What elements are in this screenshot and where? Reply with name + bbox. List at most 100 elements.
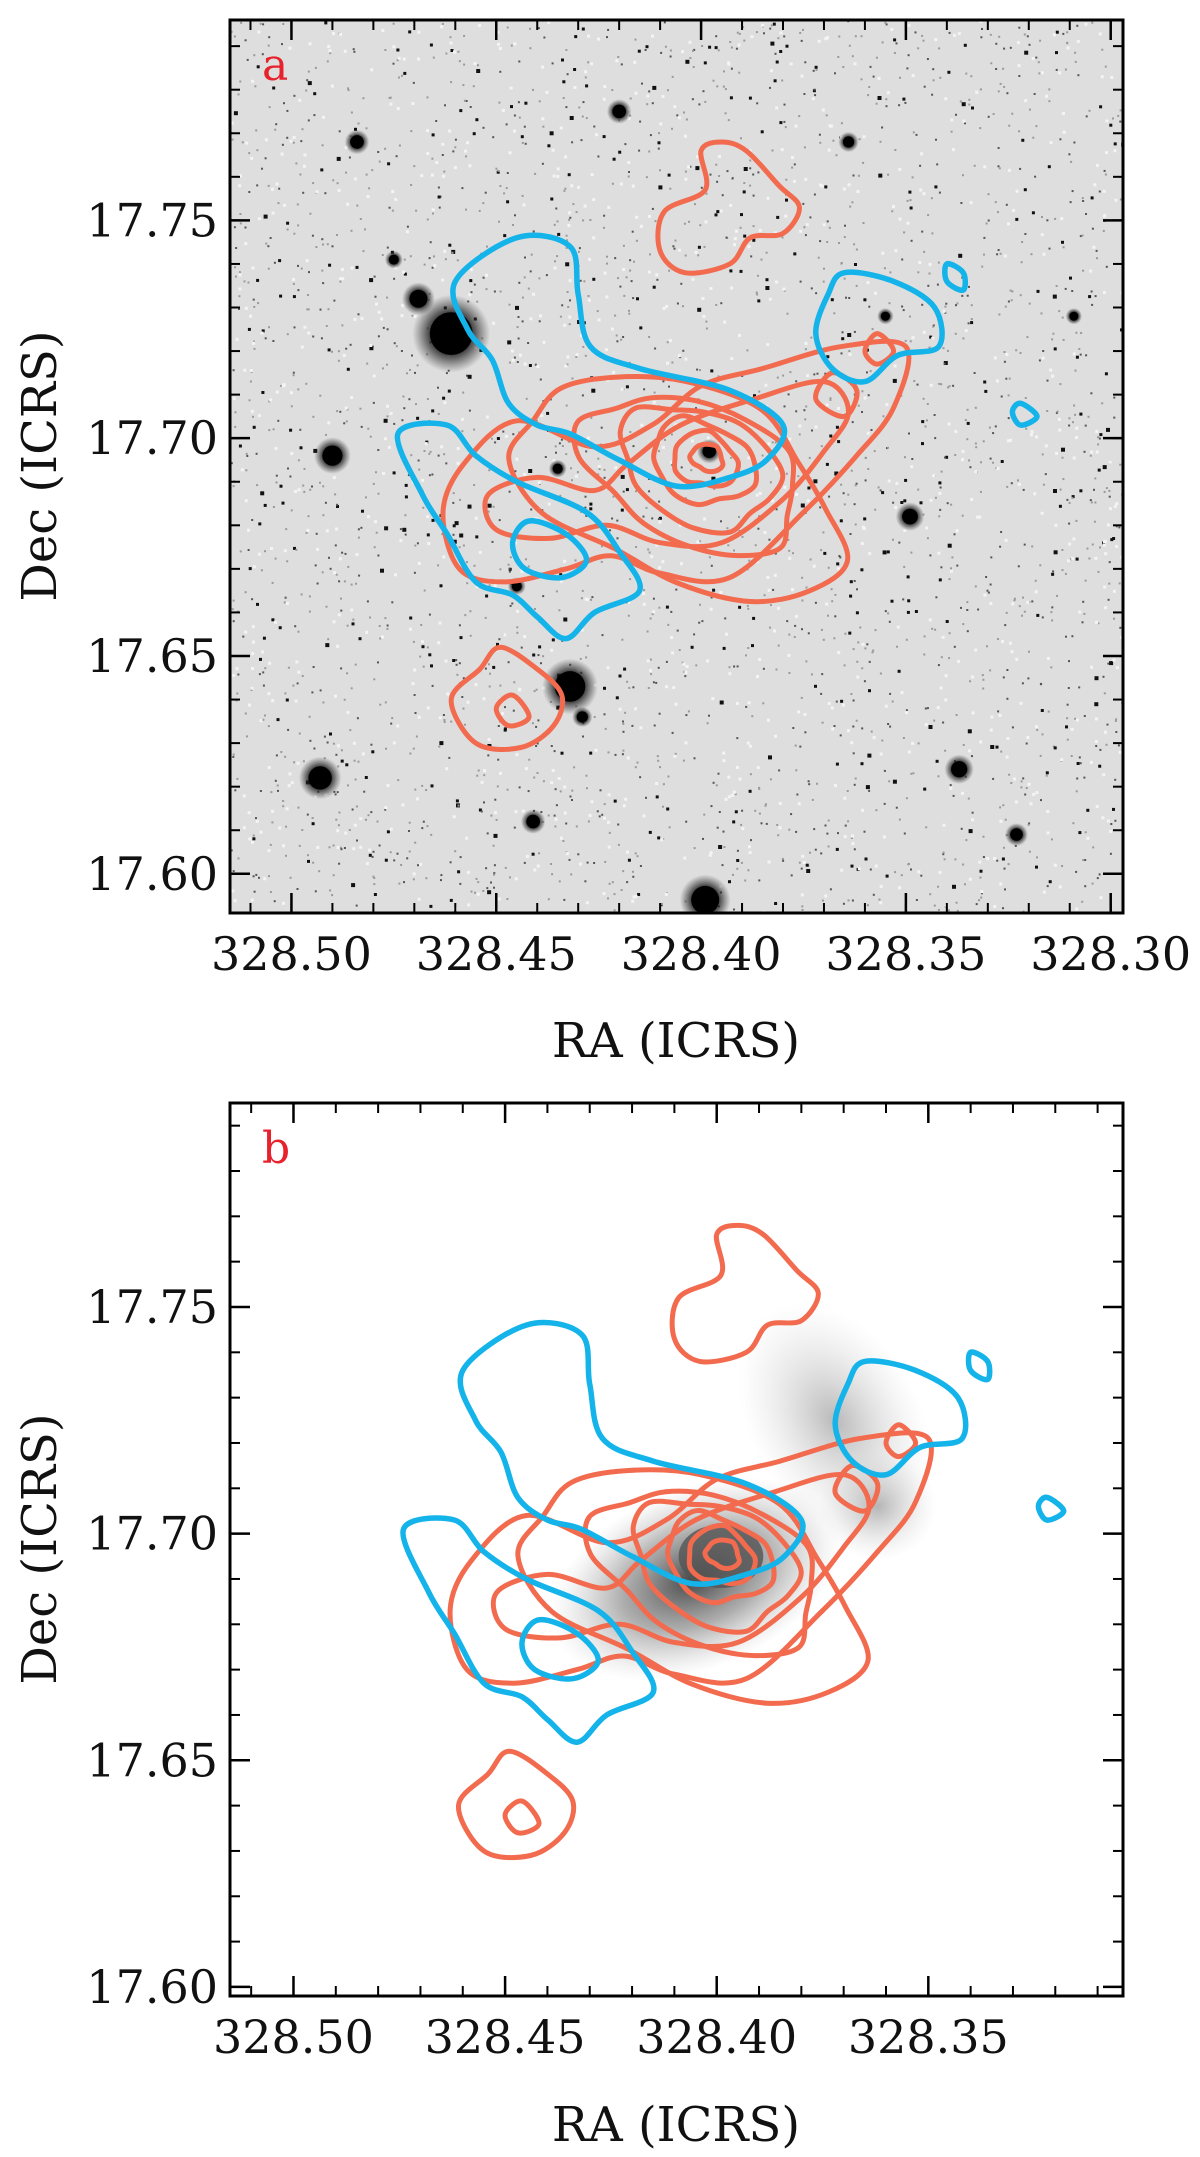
- noise-light: [514, 541, 518, 545]
- noise-light: [730, 286, 734, 290]
- noise-light: [258, 414, 261, 418]
- noise-speck: [393, 422, 396, 425]
- noise-light: [592, 198, 596, 202]
- noise-speck: [350, 229, 353, 232]
- noise-speck: [762, 702, 765, 705]
- noise-speck: [962, 337, 965, 340]
- noise-speck: [886, 550, 890, 554]
- noise-speck: [534, 608, 536, 610]
- noise-speck: [635, 239, 638, 242]
- noise-speck: [353, 759, 356, 762]
- noise-speck: [826, 241, 829, 243]
- noise-light: [756, 675, 759, 678]
- noise-light: [766, 343, 770, 347]
- noise-speck: [721, 864, 724, 867]
- noise-speck: [482, 276, 485, 279]
- noise-speck: [995, 68, 998, 70]
- noise-speck: [1074, 413, 1077, 416]
- noise-speck: [614, 753, 617, 756]
- noise-speck: [565, 49, 568, 51]
- noise-light: [1093, 183, 1097, 187]
- noise-speck: [1066, 703, 1069, 706]
- noise-speck: [756, 293, 759, 296]
- noise-light: [801, 854, 805, 858]
- noise-speck: [850, 469, 853, 472]
- noise-speck: [484, 616, 487, 619]
- noise-speck: [1094, 477, 1097, 480]
- noise-light: [976, 515, 980, 519]
- noise-speck: [421, 784, 424, 787]
- noise-speck: [289, 428, 293, 432]
- noise-speck: [575, 211, 578, 214]
- noise-speck: [743, 182, 746, 184]
- bright-star-core: [902, 508, 918, 525]
- noise-light: [287, 784, 291, 788]
- noise-speck: [1092, 846, 1095, 849]
- noise-light: [1053, 863, 1057, 867]
- noise-speck: [667, 775, 670, 778]
- noise-speck: [391, 601, 394, 604]
- noise-light: [684, 357, 688, 361]
- noise-speck: [822, 280, 825, 283]
- noise-speck: [847, 820, 850, 823]
- noise-speck: [1037, 61, 1040, 64]
- noise-speck: [1028, 850, 1031, 853]
- noise-speck: [824, 372, 827, 375]
- noise-speck: [230, 462, 233, 465]
- noise-speck: [801, 628, 803, 631]
- noise-light: [296, 761, 300, 765]
- noise-light: [999, 882, 1003, 886]
- noise-speck: [825, 462, 829, 466]
- noise-speck: [669, 49, 672, 52]
- noise-light: [626, 850, 629, 854]
- noise-speck: [779, 50, 783, 53]
- noise-speck: [685, 820, 688, 823]
- noise-light: [514, 810, 518, 814]
- noise-light: [453, 166, 457, 170]
- noise-speck: [461, 696, 464, 698]
- noise-speck: [542, 780, 545, 783]
- noise-speck: [350, 583, 353, 586]
- noise-light: [843, 796, 847, 800]
- noise-light: [800, 893, 804, 897]
- noise-speck: [422, 820, 425, 823]
- noise-speck: [860, 762, 864, 766]
- noise-light: [519, 353, 522, 357]
- noise-speck: [1000, 460, 1004, 463]
- noise-light: [475, 585, 479, 589]
- noise-speck: [512, 224, 514, 226]
- noise-speck: [589, 502, 593, 506]
- noise-speck: [325, 605, 328, 608]
- noise-speck: [710, 369, 714, 373]
- noise-speck: [367, 814, 370, 817]
- noise-speck: [740, 861, 743, 864]
- noise-speck: [885, 98, 888, 101]
- noise-speck: [592, 277, 596, 281]
- noise-light: [513, 42, 517, 46]
- noise-speck: [499, 185, 502, 187]
- noise-speck: [343, 422, 346, 425]
- noise-light: [677, 354, 681, 358]
- noise-light: [493, 811, 497, 815]
- noise-speck: [348, 156, 351, 159]
- noise-light: [944, 97, 948, 101]
- noise-speck: [445, 462, 448, 465]
- noise-light: [1017, 482, 1021, 486]
- noise-light: [370, 68, 374, 72]
- noise-speck: [478, 808, 482, 812]
- noise-speck: [1079, 762, 1082, 765]
- noise-speck: [1002, 676, 1005, 679]
- noise-speck: [666, 807, 670, 811]
- noise-speck: [722, 646, 726, 650]
- noise-speck: [785, 472, 788, 475]
- noise-speck: [483, 801, 485, 804]
- noise-speck: [387, 162, 391, 166]
- noise-light: [335, 527, 339, 531]
- noise-speck: [819, 506, 822, 509]
- noise-speck: [834, 615, 837, 618]
- noise-speck: [757, 171, 760, 174]
- noise-speck: [1095, 745, 1098, 747]
- noise-speck: [510, 105, 513, 109]
- noise-speck: [1013, 599, 1016, 602]
- noise-light: [866, 431, 870, 435]
